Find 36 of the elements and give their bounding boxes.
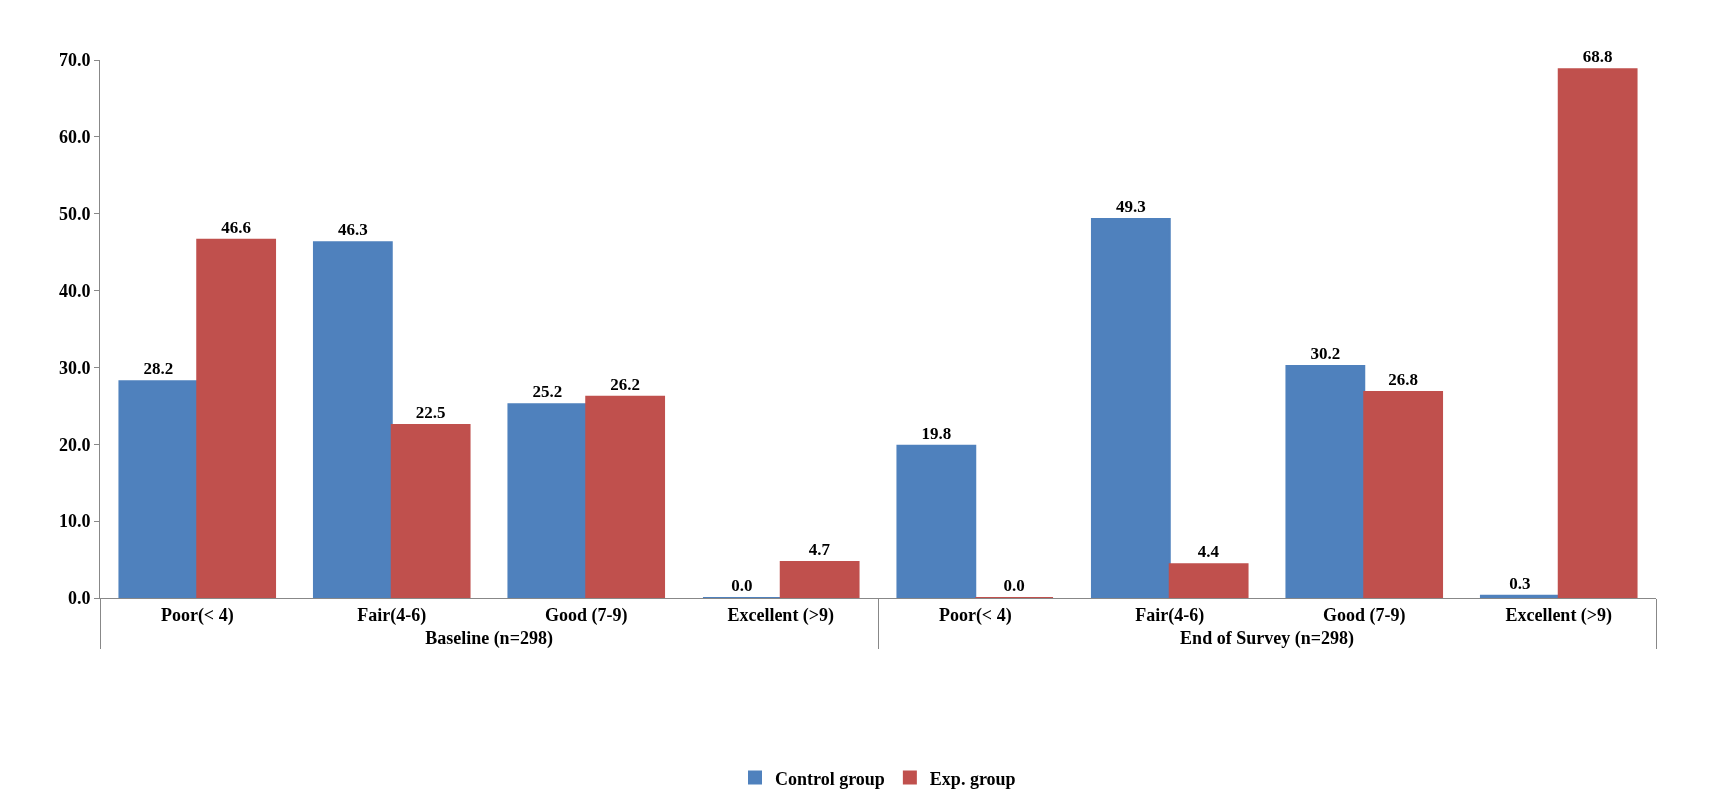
x-tick-label: Good (7-9) xyxy=(1323,604,1406,626)
data-label: 28.2 xyxy=(143,359,174,379)
data-label: 30.2 xyxy=(1310,343,1341,363)
x-tick-label: Poor(< 4) xyxy=(938,604,1012,626)
y-tick-label: 10.0 xyxy=(58,511,91,532)
x-tick-label: Fair(4-6) xyxy=(357,604,427,626)
x-tick-label: Poor(< 4) xyxy=(160,604,234,626)
text: Baseline (n=298) xyxy=(425,627,553,649)
data-label: 0.0 xyxy=(731,576,753,595)
data-label: 46.3 xyxy=(337,220,368,240)
data-label: 26.2 xyxy=(610,374,641,394)
data-label: 68.8 xyxy=(1582,47,1613,67)
y-tick-label: 60.0 xyxy=(58,127,91,148)
data-label: 46.6 xyxy=(221,217,252,237)
data-label: 26.8 xyxy=(1388,370,1419,390)
data-label: 0.0 xyxy=(1003,576,1025,595)
y-tick-label: 30.0 xyxy=(58,357,91,378)
legend-label: Control group xyxy=(775,768,885,789)
data-label: 25.2 xyxy=(532,382,563,402)
x-tick-label: Excellent (>9) xyxy=(727,604,835,626)
y-tick-label: 50.0 xyxy=(58,204,91,225)
y-tick-label: 70.0 xyxy=(58,50,91,71)
x-tick-label: Fair(4-6) xyxy=(1135,604,1205,626)
data-label: 19.8 xyxy=(921,423,952,443)
x-tick-label: Good (7-9) xyxy=(545,604,628,626)
data-label: 49.3 xyxy=(1115,197,1146,217)
y-tick-label: 20.0 xyxy=(58,434,91,455)
y-tick-label: 0.0 xyxy=(67,588,91,609)
data-label: 22.5 xyxy=(415,403,446,423)
y-tick-label: 40.0 xyxy=(58,280,91,301)
data-label: 4.7 xyxy=(808,539,831,559)
text: End of Survey (n=298) xyxy=(1180,627,1354,649)
x-tick-label: Excellent (>9) xyxy=(1505,604,1613,626)
legend-label: Exp. group xyxy=(929,768,1016,789)
data-label: 0.3 xyxy=(1509,573,1531,593)
data-label: 4.4 xyxy=(1197,542,1220,562)
